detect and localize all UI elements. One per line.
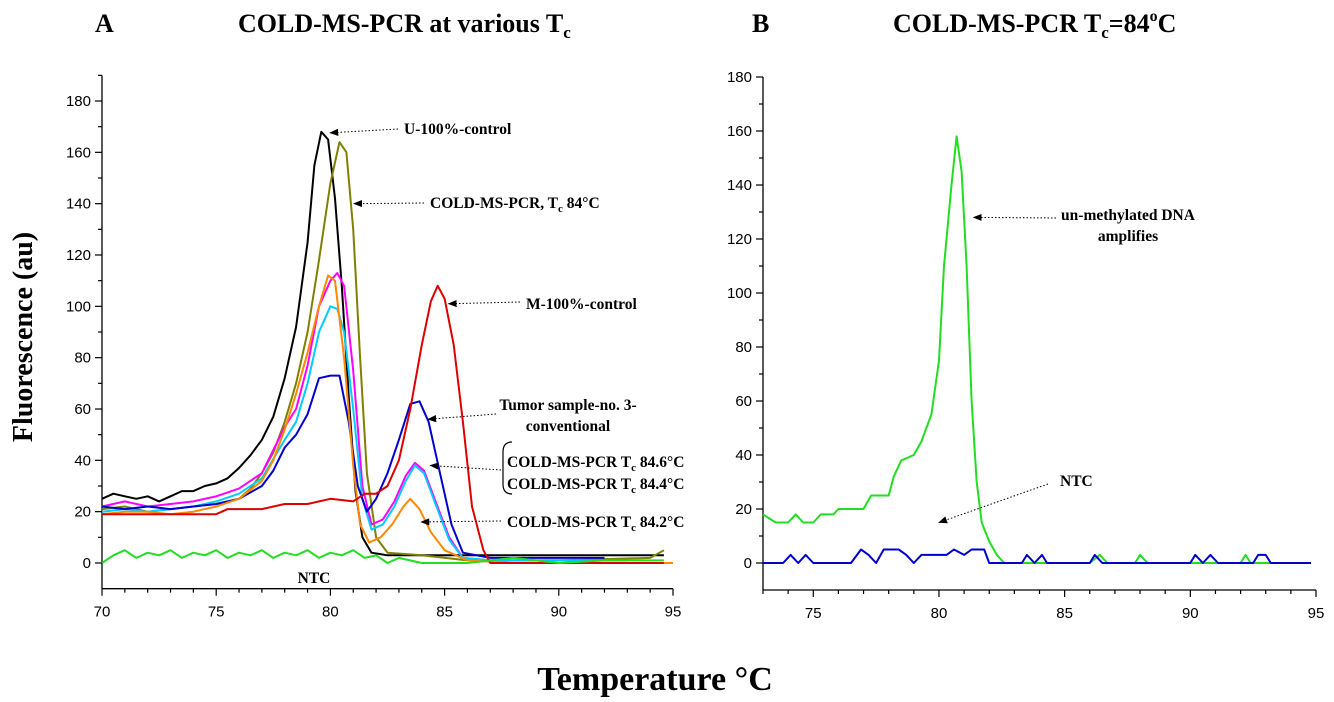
panel-b-title: COLD-MS-PCR Tc=84oC: [893, 8, 1176, 42]
annotation-label: COLD-MS-PCR, Tc 84°C: [430, 195, 600, 215]
annotation-label: NTC: [1060, 473, 1093, 490]
y-tick-label: 140: [727, 177, 752, 194]
series-line-7: [101, 549, 664, 564]
y-tick-label: 40: [74, 452, 91, 469]
y-tick-label: 40: [735, 447, 752, 464]
annotation-label: U-100%-control: [404, 121, 512, 138]
y-tick-label: 20: [74, 504, 91, 521]
y-tick-label: 80: [74, 350, 91, 367]
annotation-label: COLD-MS-PCR Tc 84.4°C: [507, 476, 684, 496]
x-tick-label: 70: [94, 604, 111, 621]
x-tick-label: 85: [436, 604, 453, 621]
annotation-arrow: [972, 213, 1057, 222]
y-tick-label: 100: [727, 285, 752, 302]
x-tick-label: 95: [665, 604, 682, 621]
y-tick-label: 140: [66, 196, 91, 213]
annotation-arrow: [447, 299, 521, 308]
x-tick-label: 80: [931, 605, 948, 622]
x-tick-label: 75: [208, 604, 225, 621]
y-tick-label: 120: [66, 247, 91, 264]
series-line-6: [102, 284, 664, 564]
annotation-arrow: [429, 462, 502, 471]
y-tick-label: 100: [66, 298, 91, 315]
y-tick-label: 80: [735, 339, 752, 356]
y-tick-label: 180: [66, 93, 91, 110]
series-line-4: [101, 374, 605, 559]
annotation-arrow: [938, 483, 1049, 524]
y-tick-label: 0: [744, 555, 752, 572]
annotation-label: Tumor sample-no. 3-conventional: [499, 397, 636, 435]
annotation-arrow: [420, 518, 502, 526]
annotation-arrow: [427, 413, 497, 423]
y-axis-title: Fluorescence (au): [8, 232, 39, 442]
panel-b-plot: 0 20 40 60 80 100 120 140 160 180 75 80 85 90 95 un-met…: [727, 69, 1324, 622]
annotation-label: COLD-MS-PCR Tc 84.6°C: [507, 454, 684, 474]
annotation-arrow: [353, 199, 425, 208]
x-axis-title: Temperature °C: [537, 661, 773, 698]
panel-a-letter: A: [95, 9, 114, 38]
x-tick-label: 95: [1308, 605, 1325, 622]
y-tick-label: 60: [74, 401, 91, 418]
annotation-label: NTC: [298, 570, 331, 587]
series-line-3: [101, 305, 605, 562]
annotation-bracket: [502, 441, 513, 495]
annotation-label: COLD-MS-PCR Tc 84.2°C: [507, 514, 684, 534]
y-tick-label: 160: [66, 144, 91, 161]
annotation-label: M-100%-control: [526, 296, 637, 313]
y-tick-label: 60: [735, 393, 752, 410]
y-tick-label: 120: [727, 231, 752, 248]
y-tick-label: 0: [83, 555, 91, 572]
annotation-arrow: [329, 128, 399, 136]
x-tick-label: 80: [322, 604, 339, 621]
annotation-label: un-methylated DNA amplifies: [1061, 207, 1196, 245]
y-tick-label: 20: [735, 501, 752, 518]
series-line-0: [101, 130, 664, 557]
x-tick-label: 90: [550, 604, 567, 621]
series-line-1: [763, 548, 1311, 564]
y-tick-label: 160: [727, 123, 752, 140]
panel-a-plot: 0 20 40 60 80 100 120 140 160 180 70 75 80 85 90 95 U-10…: [66, 74, 684, 621]
series-line-5: [101, 274, 673, 564]
y-tick-label: 180: [727, 69, 752, 86]
panel-a-title: COLD-MS-PCR at various Tc: [238, 9, 571, 42]
x-tick-label: 90: [1182, 605, 1199, 622]
series-line-0: [762, 135, 1311, 564]
x-tick-label: 85: [1056, 605, 1073, 622]
panel-b-letter: B: [752, 9, 769, 38]
x-tick-label: 75: [805, 605, 822, 622]
